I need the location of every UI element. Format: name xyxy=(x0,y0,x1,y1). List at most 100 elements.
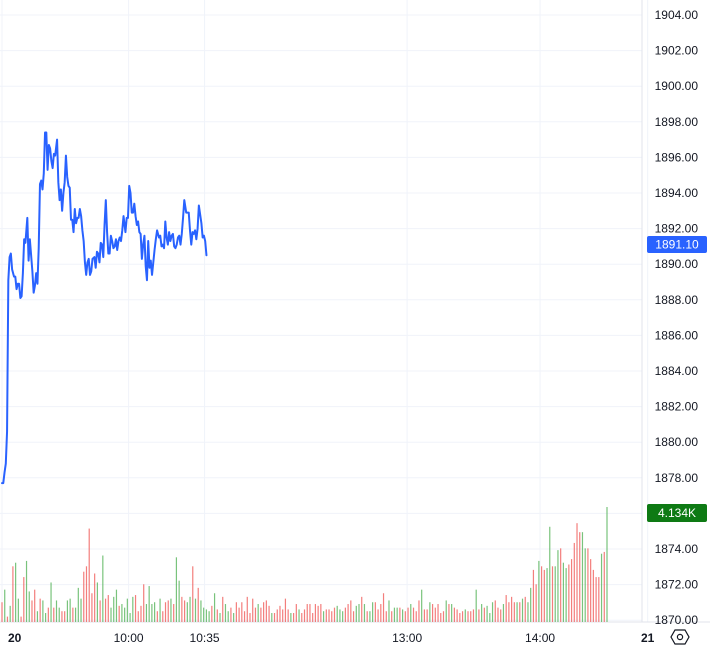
volume-bar xyxy=(265,600,267,622)
settings-hexagon-icon[interactable] xyxy=(670,628,690,646)
volume-bar xyxy=(249,613,251,622)
y-tick-label: 1904.00 xyxy=(655,8,699,22)
volume-bar xyxy=(519,602,521,622)
volume-bar xyxy=(320,604,322,622)
volume-bar xyxy=(110,607,112,623)
volume-bar xyxy=(568,564,570,622)
price-axis[interactable]: 1870.001872.001874.001876.001878.001880.… xyxy=(655,8,699,627)
volume-bar xyxy=(194,598,197,622)
volume-bar xyxy=(565,568,567,622)
volume-bar xyxy=(192,566,194,622)
y-tick-label: 1890.00 xyxy=(655,257,699,271)
volume-bar xyxy=(83,571,85,622)
volume-bar xyxy=(66,600,69,622)
volume-bar xyxy=(58,607,60,623)
volume-bar xyxy=(527,602,529,622)
y-tick-label: 1896.00 xyxy=(655,150,699,164)
volume-bar xyxy=(197,587,199,622)
volume-bar xyxy=(162,611,164,622)
volume-bar xyxy=(418,600,420,622)
volume-bar xyxy=(257,604,259,622)
volume-bar xyxy=(31,600,33,622)
volume-bar xyxy=(260,607,262,623)
volume-bar xyxy=(77,587,79,622)
volume-bar xyxy=(276,609,278,622)
volume-bar xyxy=(34,589,36,622)
volume-bar xyxy=(549,526,551,622)
y-tick-label: 1892.00 xyxy=(655,222,699,236)
volume-bar xyxy=(603,551,605,622)
volume-bar xyxy=(282,609,284,622)
volume-bar xyxy=(442,611,445,622)
volume-bar xyxy=(464,609,466,622)
volume-bar xyxy=(235,602,237,622)
volume-bar xyxy=(42,600,44,622)
volume-bar xyxy=(189,596,191,622)
volume-bar xyxy=(421,589,423,622)
volume-bar xyxy=(557,550,559,623)
volume-bar xyxy=(113,596,115,622)
volume-bar xyxy=(148,586,150,622)
volume-bar xyxy=(532,569,535,622)
last-price-label: 1891.10 xyxy=(647,236,707,253)
volume-bar xyxy=(399,607,401,623)
volume-bar xyxy=(23,577,25,622)
volume-bar xyxy=(314,604,316,622)
volume-bar xyxy=(481,604,483,622)
volume-bar xyxy=(426,609,428,622)
volume-bar xyxy=(491,602,494,622)
volume-bar xyxy=(505,595,507,622)
volume-bar xyxy=(543,569,545,622)
volume-bar xyxy=(6,616,9,622)
volume-bar xyxy=(350,600,352,622)
volume-bar xyxy=(312,613,314,622)
volume-bar xyxy=(99,600,101,622)
volume-bar xyxy=(437,604,439,622)
volume-bar xyxy=(167,600,169,622)
volume-bar xyxy=(263,602,265,622)
volume-bar xyxy=(453,607,455,623)
x-tick-label: 10:35 xyxy=(190,631,220,645)
volume-bar xyxy=(301,613,303,622)
price-series-line xyxy=(1,131,208,485)
volume-bar xyxy=(587,548,589,622)
volume-bar xyxy=(391,611,393,622)
volume-bar xyxy=(216,609,218,622)
volume-bar xyxy=(96,582,98,622)
volume-bar xyxy=(592,569,594,622)
volume-bar xyxy=(546,568,548,622)
volume-bar xyxy=(145,604,148,622)
volume-bar xyxy=(287,609,289,622)
volume-bar xyxy=(358,604,360,622)
volume-bar xyxy=(317,605,319,622)
volume-bar xyxy=(303,609,306,622)
volume-bar xyxy=(470,611,472,622)
volume-bar xyxy=(126,598,128,622)
volume-bar xyxy=(181,596,183,622)
volume-bar xyxy=(25,560,28,622)
x-tick-label: 10:00 xyxy=(114,631,144,645)
volume-bar xyxy=(584,548,586,622)
volume-bar xyxy=(159,598,161,622)
volume-bar xyxy=(238,607,240,623)
volume-bar xyxy=(461,611,464,622)
y-tick-label: 1870.00 xyxy=(655,613,699,627)
volume-bar xyxy=(407,607,409,623)
volume-bar xyxy=(91,593,93,622)
time-axis[interactable]: 20 10:00 10:35 13:00 14:00 21 xyxy=(8,631,655,645)
volume-bar xyxy=(380,604,382,622)
volume-bar xyxy=(562,562,564,622)
volume-bar xyxy=(347,604,349,622)
volume-bar xyxy=(61,611,63,622)
volume-bar xyxy=(445,600,447,622)
volume-bar xyxy=(17,598,19,622)
volume-bar xyxy=(94,573,96,622)
volume-bar xyxy=(243,611,246,622)
volume-bar xyxy=(434,607,436,623)
volume-bar xyxy=(502,604,505,622)
volume-bar xyxy=(175,557,178,622)
volume-bar xyxy=(293,613,295,622)
volume-bar xyxy=(415,611,417,622)
y-tick-label: 1874.00 xyxy=(655,542,699,556)
volume-bar xyxy=(121,604,123,622)
